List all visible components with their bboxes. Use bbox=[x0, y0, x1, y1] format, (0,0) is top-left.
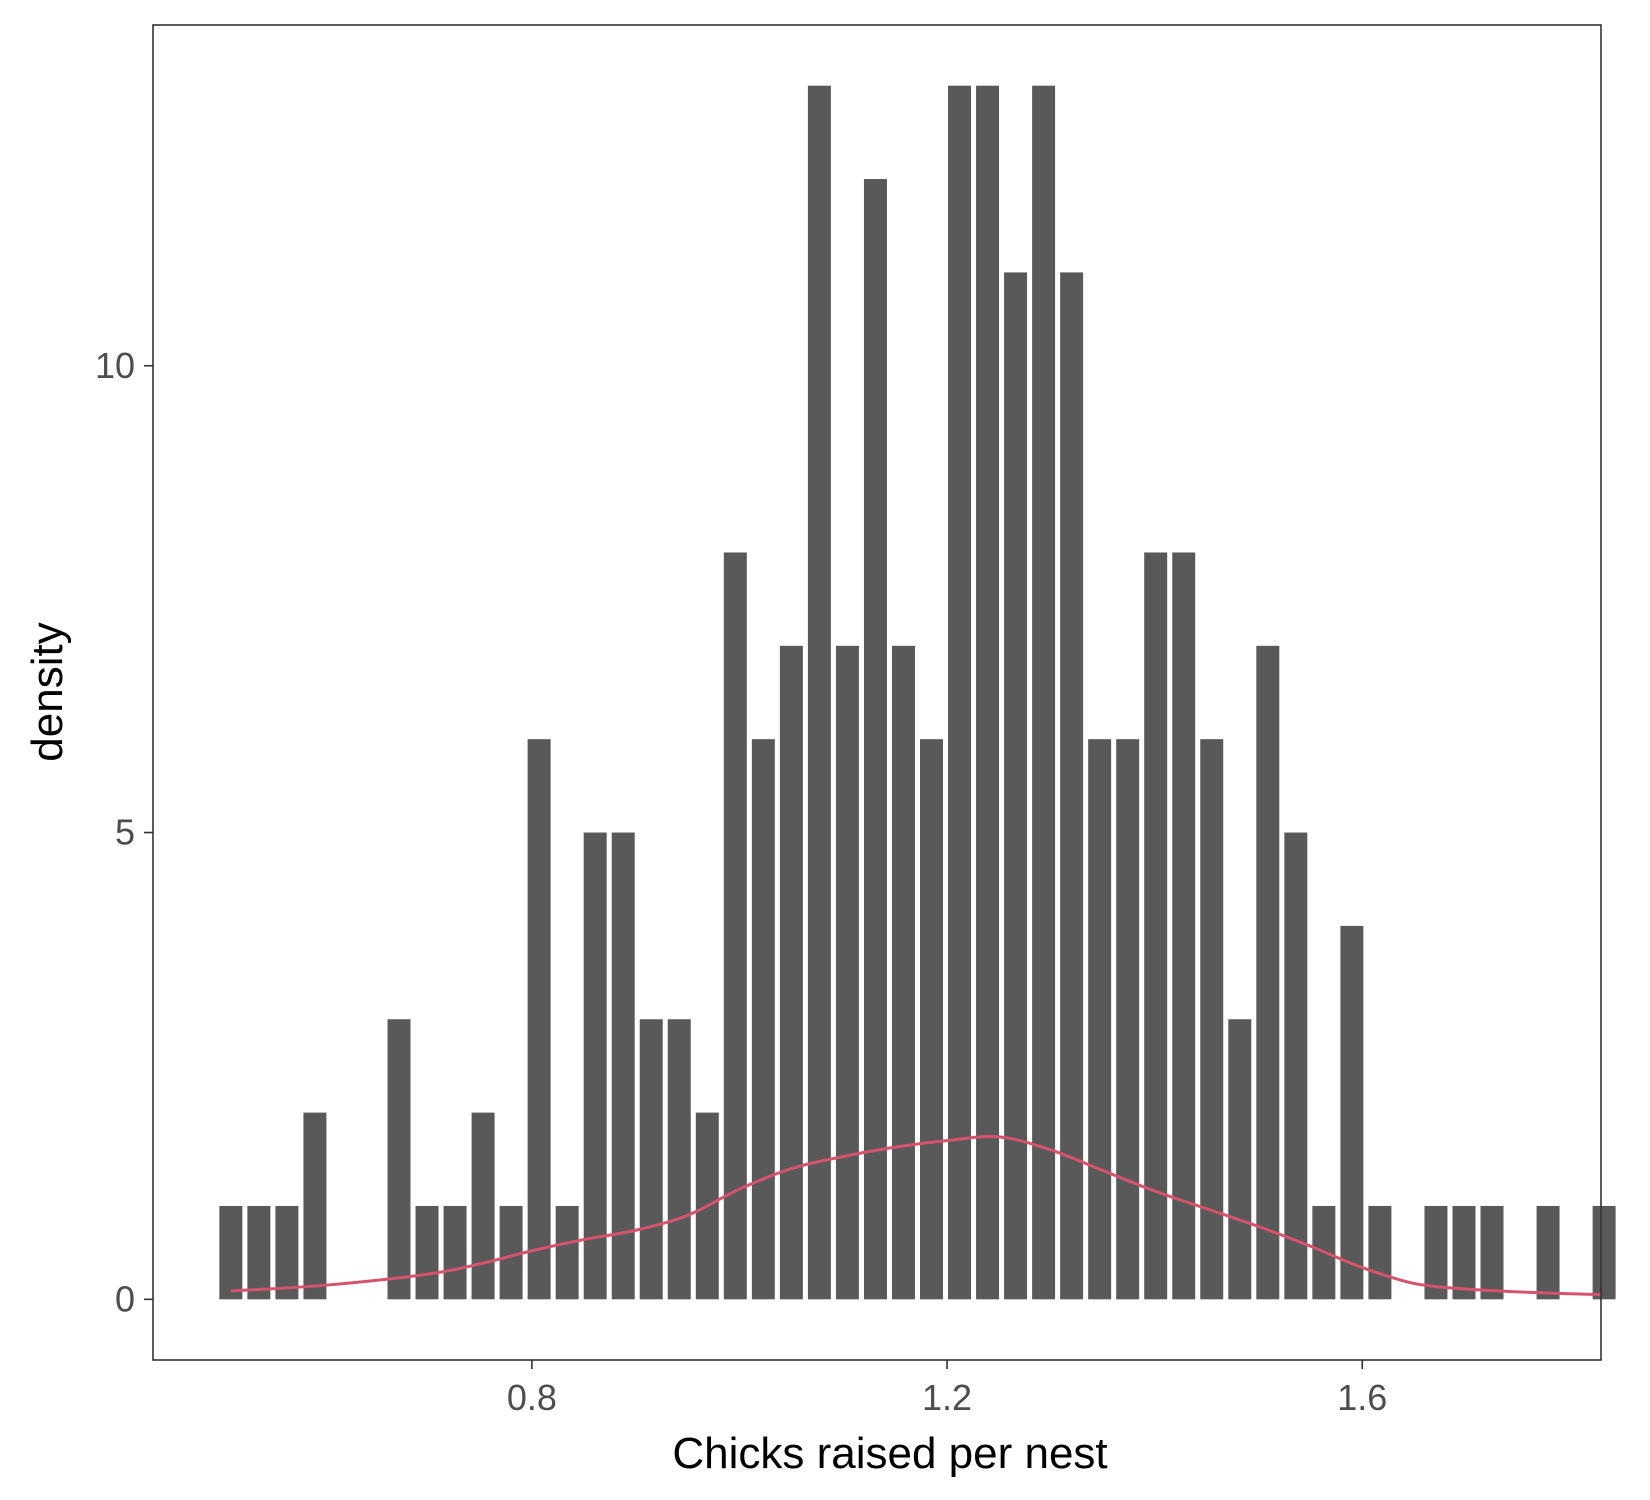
plot-border bbox=[152, 24, 1602, 1361]
histogram-bar bbox=[1480, 1205, 1504, 1300]
histogram-bar bbox=[639, 1019, 663, 1300]
histogram-bar bbox=[723, 552, 747, 1300]
histogram-bar bbox=[1536, 1205, 1560, 1300]
histogram-bar bbox=[1452, 1205, 1476, 1300]
histogram-bar bbox=[667, 1019, 691, 1300]
histogram-bar bbox=[976, 85, 1000, 1300]
histogram-bar bbox=[779, 645, 803, 1300]
histogram-bar bbox=[1032, 85, 1056, 1300]
histogram-bar bbox=[1228, 1019, 1252, 1300]
histogram-bar bbox=[920, 739, 943, 1300]
y-axis: 0 5 10 bbox=[95, 345, 153, 1319]
histogram-bar bbox=[1116, 739, 1140, 1300]
histogram-bar bbox=[835, 645, 859, 1300]
histogram-bar bbox=[863, 179, 887, 1300]
histogram-bar bbox=[1592, 1205, 1616, 1300]
y-tick-label: 5 bbox=[115, 812, 135, 853]
histogram-bar bbox=[499, 1205, 523, 1300]
histogram-bar bbox=[527, 739, 551, 1300]
x-tick-label: 1.2 bbox=[922, 1377, 972, 1418]
y-axis-title: density bbox=[23, 622, 72, 761]
histogram-bar bbox=[1004, 272, 1028, 1300]
histogram-bar bbox=[891, 645, 915, 1300]
histogram-bar bbox=[948, 85, 972, 1300]
histogram-bar bbox=[1340, 925, 1364, 1300]
y-tick-label: 0 bbox=[115, 1278, 135, 1319]
histogram-bar bbox=[1368, 1205, 1392, 1300]
histogram-bar bbox=[583, 832, 607, 1300]
histogram-bar bbox=[807, 85, 831, 1300]
histogram-bar bbox=[247, 1205, 271, 1300]
histogram-bar bbox=[751, 739, 775, 1300]
x-tick-label: 0.8 bbox=[507, 1377, 557, 1418]
histogram-bar bbox=[1172, 552, 1196, 1300]
density-curve bbox=[230, 1135, 1602, 1297]
histogram-bar bbox=[1144, 552, 1168, 1300]
density-curve-layer bbox=[230, 1135, 1602, 1297]
histogram-bar bbox=[1256, 645, 1280, 1300]
x-axis: 0.8 1.2 1.6 bbox=[507, 1360, 1387, 1418]
histogram-bar bbox=[471, 1112, 495, 1300]
histogram-bar bbox=[219, 1205, 243, 1300]
histogram-bar bbox=[555, 1205, 579, 1300]
x-axis-title: Chicks raised per nest bbox=[672, 1429, 1107, 1478]
histogram-bar bbox=[1284, 832, 1308, 1300]
histogram-bar bbox=[387, 1019, 411, 1300]
histogram-bar bbox=[1060, 272, 1084, 1300]
x-tick-label: 1.6 bbox=[1337, 1377, 1387, 1418]
y-tick-label: 10 bbox=[95, 345, 135, 386]
histogram-bar bbox=[275, 1205, 299, 1300]
histogram-bar bbox=[415, 1205, 439, 1300]
histogram-bar bbox=[611, 832, 635, 1300]
histogram-bar bbox=[303, 1112, 327, 1300]
histogram-bar bbox=[1424, 1205, 1448, 1300]
histogram-bar bbox=[443, 1205, 467, 1300]
histogram-bar bbox=[1088, 739, 1112, 1300]
histogram-bar bbox=[1200, 739, 1224, 1300]
